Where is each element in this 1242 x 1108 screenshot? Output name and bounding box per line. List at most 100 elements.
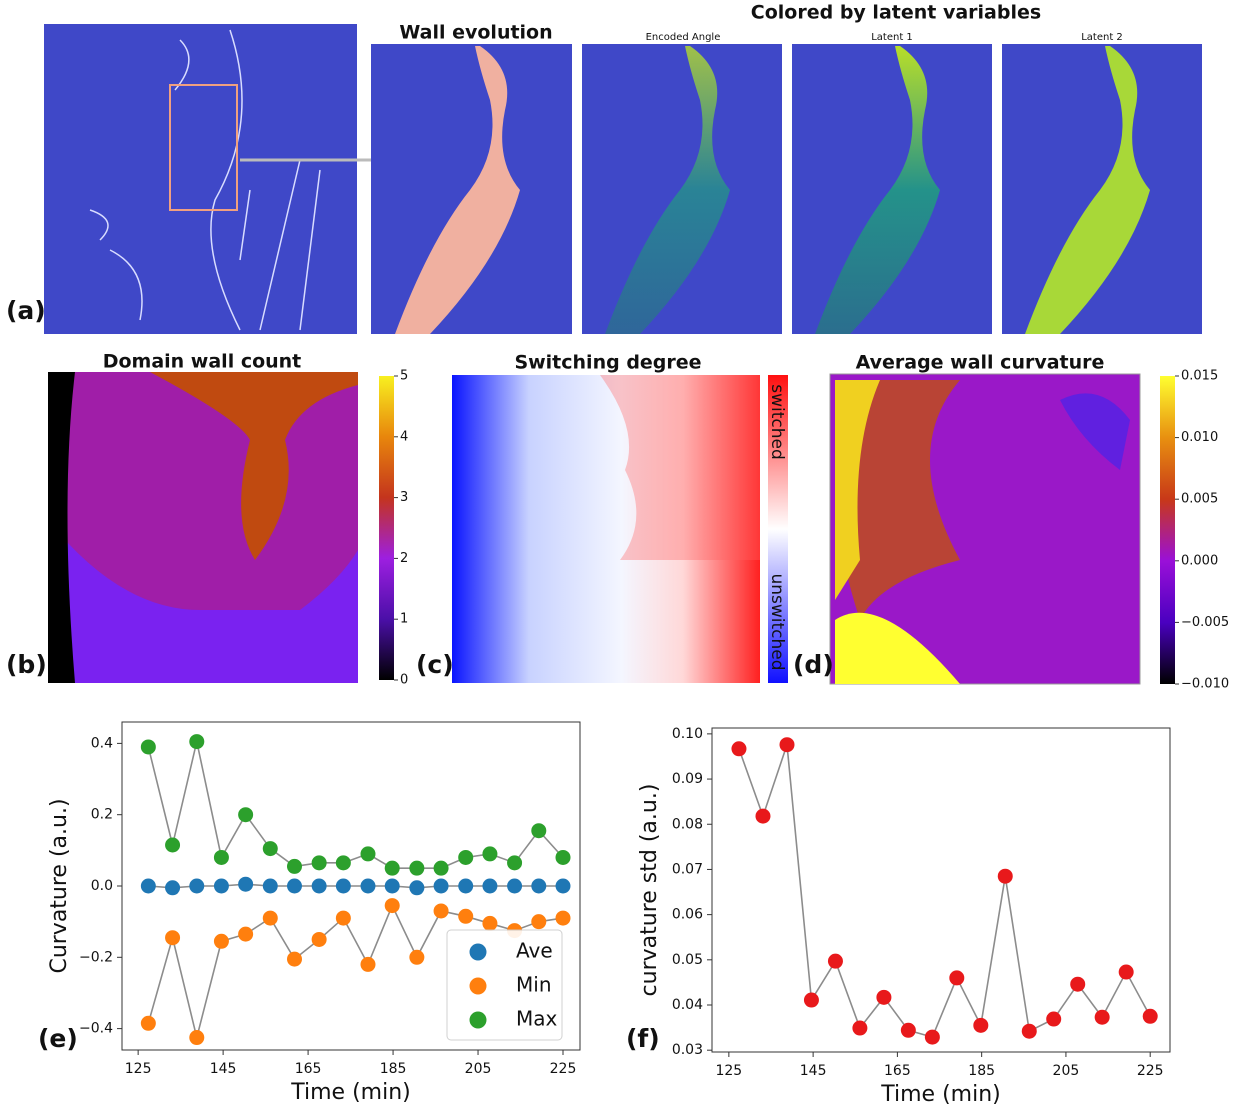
data-point (213, 849, 229, 865)
data-point (262, 841, 278, 857)
walls (605, 46, 730, 334)
data-point (165, 880, 181, 896)
data-point (238, 926, 254, 942)
x-tick-label: 165 (884, 1063, 911, 1079)
data-point (360, 956, 376, 972)
y-tick-label: 0.09 (672, 771, 703, 787)
data-point (311, 931, 327, 947)
data-point (140, 739, 156, 755)
panel-b-image (48, 372, 358, 683)
colorbar (1160, 376, 1175, 684)
data-point (803, 992, 819, 1008)
data-point (335, 855, 351, 871)
data-point (409, 860, 425, 876)
data-point (140, 878, 156, 894)
data-point (384, 860, 400, 876)
data-point (189, 734, 205, 750)
colorbar-label: switched (767, 384, 787, 460)
y-tick-label: 0.0 (91, 878, 113, 894)
data-point (779, 737, 795, 753)
series-line (738, 744, 1151, 1039)
x-tick-label: 225 (550, 1061, 577, 1077)
data-point (997, 868, 1013, 884)
data-point (262, 878, 278, 894)
panel-a-images (44, 24, 1202, 334)
colorbar-tick-label: 2 (400, 551, 408, 566)
panel-label: (b) (6, 650, 47, 679)
data-point (755, 808, 771, 824)
legend-marker (469, 977, 487, 995)
panel-title: Average wall curvature (856, 352, 1105, 374)
colorbar-tick-label: 0.005 (1181, 492, 1218, 507)
colorbar-tick-label: 0 (400, 673, 408, 688)
data-point (555, 849, 571, 865)
data-point (731, 741, 747, 757)
group-title: Colored by latent variables (751, 2, 1041, 24)
data-point (165, 837, 181, 853)
colorbar-tick-label: −0.010 (1181, 677, 1229, 692)
data-point (458, 908, 474, 924)
data-point (165, 930, 181, 946)
x-tick-label: 185 (380, 1061, 407, 1077)
data-point (852, 1020, 868, 1036)
y-tick-label: 0.04 (672, 997, 703, 1013)
data-point (1118, 964, 1134, 980)
data-point (433, 860, 449, 876)
legend-marker (469, 943, 487, 961)
x-tick-label: 225 (1137, 1063, 1164, 1079)
y-axis-label: Curvature (a.u.) (47, 798, 72, 973)
walls (815, 46, 940, 334)
walls (395, 46, 520, 334)
data-point (1142, 1008, 1158, 1024)
data-point (1046, 1011, 1062, 1027)
x-tick-label: 145 (210, 1061, 237, 1077)
panel-label: (a) (6, 296, 46, 325)
x-tick-label: 185 (968, 1063, 995, 1079)
data-point (262, 910, 278, 926)
x-tick-label: 165 (295, 1061, 322, 1077)
y-tick-label: 0.4 (91, 735, 113, 751)
panel-title: Switching degree (514, 352, 701, 374)
data-point (900, 1022, 916, 1038)
data-point (482, 915, 498, 931)
panel-title: Domain wall count (103, 351, 302, 373)
data-point (189, 878, 205, 894)
data-point (360, 846, 376, 862)
data-point (1094, 1009, 1110, 1025)
data-point (286, 951, 302, 967)
walls (1025, 46, 1150, 334)
data-point (286, 858, 302, 874)
data-point (555, 878, 571, 894)
data-point (311, 855, 327, 871)
data-point (384, 878, 400, 894)
data-point (360, 878, 376, 894)
y-tick-label: 0.10 (672, 726, 703, 742)
y-tick-label: 0.06 (672, 907, 703, 923)
legend-label: Ave (516, 939, 553, 963)
data-point (458, 878, 474, 894)
x-tick-label: 125 (125, 1061, 152, 1077)
x-tick-label: 145 (800, 1063, 827, 1079)
x-axis-label: Time (min) (880, 1082, 1001, 1107)
image-title: Encoded Angle (646, 32, 721, 43)
data-point (189, 1030, 205, 1046)
colorbar (379, 376, 394, 680)
legend-marker (469, 1011, 487, 1029)
x-axis-label: Time (min) (290, 1080, 411, 1105)
y-tick-label: 0.08 (672, 816, 703, 832)
y-tick-label: 0.07 (672, 861, 703, 877)
y-tick-label: 0.03 (672, 1042, 703, 1058)
x-tick-label: 125 (715, 1063, 742, 1079)
legend-label: Min (516, 973, 552, 997)
data-point (433, 878, 449, 894)
data-point (1070, 976, 1086, 992)
plot-area (711, 727, 1171, 1053)
data-point (531, 878, 547, 894)
switched-region (600, 375, 760, 560)
data-point (507, 855, 523, 871)
colorbar-tick-label: 3 (400, 490, 408, 505)
data-point (213, 878, 229, 894)
data-point (507, 878, 523, 894)
data-point (458, 849, 474, 865)
wall-lines (89, 29, 321, 331)
